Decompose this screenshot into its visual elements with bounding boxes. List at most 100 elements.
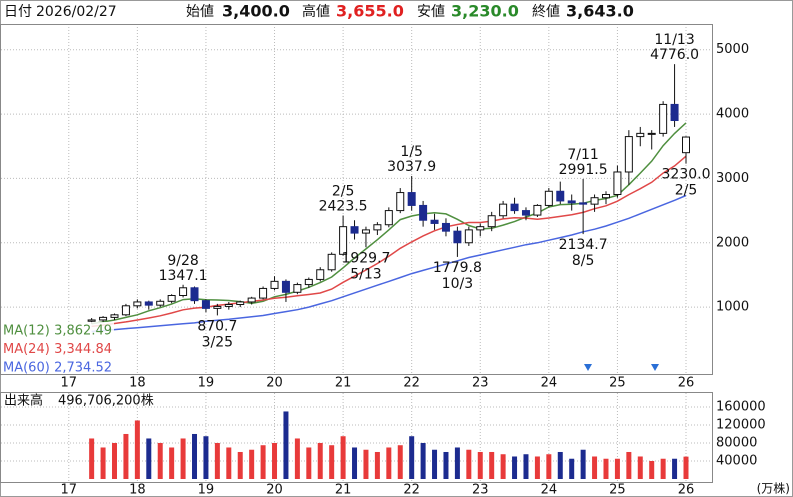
volume-bar <box>546 454 552 479</box>
volume-bar <box>420 442 426 479</box>
x-tick-label: 23 <box>472 376 489 391</box>
volume-unit: (万株) <box>757 481 790 496</box>
candle-body <box>624 136 633 173</box>
volume-bar <box>89 438 95 479</box>
volume-bar <box>500 454 506 479</box>
low-annotation: 1929.7 <box>341 250 390 266</box>
candle-body <box>167 295 176 302</box>
low-annotation: 3230.0 <box>662 167 711 183</box>
candle-body <box>670 103 679 122</box>
volume-bar <box>112 442 117 479</box>
candle-body <box>396 192 405 212</box>
candle-body <box>510 203 519 212</box>
volume-bar <box>134 420 140 479</box>
volume-bar <box>363 449 369 479</box>
low-label: 安値 <box>417 4 445 20</box>
ma-legend-name: MA(24) <box>3 342 50 357</box>
x-tick-label: 22 <box>403 483 420 497</box>
volume-bar <box>614 458 620 479</box>
ma-legend-name: MA(60) <box>3 361 50 376</box>
x-tick-label: 18 <box>129 376 146 391</box>
event-marker <box>584 364 592 371</box>
candle-body <box>647 132 656 135</box>
x-tick-label: 18 <box>129 483 146 497</box>
candle-body <box>121 305 130 316</box>
candle-body <box>430 219 439 224</box>
x-tick-label: 21 <box>335 483 352 497</box>
volume-tick-label: 80000 <box>716 435 757 450</box>
x-tick-label: 24 <box>541 483 558 497</box>
volume-bar <box>557 451 563 479</box>
volume-bar <box>454 447 460 479</box>
volume-bar <box>283 411 289 479</box>
candle-body <box>87 319 96 322</box>
volume-bar <box>603 458 609 479</box>
candle-body <box>419 204 428 221</box>
candle-body <box>133 301 142 307</box>
candle-body <box>156 300 165 306</box>
high-date: 2/5 <box>332 184 355 200</box>
candle-body <box>464 229 473 244</box>
low-annotation: 870.7 <box>197 318 237 334</box>
candle-body <box>384 210 393 226</box>
volume-total: 496,706,200株 <box>58 394 154 409</box>
candle-body <box>259 287 268 299</box>
candle-body <box>350 226 359 234</box>
volume-bar <box>100 447 106 479</box>
volume-tick-label: 120000 <box>716 417 766 432</box>
volume-bar <box>317 442 323 479</box>
volume-bar <box>352 447 358 479</box>
candle-body <box>293 284 302 293</box>
y-tick-label: 1000 <box>716 300 749 315</box>
x-tick-label: 17 <box>61 483 78 497</box>
low-annotation: 1779.8 <box>433 260 482 276</box>
candle-body <box>682 136 690 154</box>
high-annotation: 2991.5 <box>559 162 608 178</box>
volume-bar <box>672 458 678 479</box>
low-date: 5/13 <box>350 266 381 282</box>
low-annotation: 2134.7 <box>559 237 608 253</box>
high-annotation: 1347.1 <box>159 268 208 284</box>
date-label: 日付 <box>4 4 32 20</box>
candle-body <box>213 305 222 309</box>
volume-bar <box>489 451 495 479</box>
candle-body <box>613 171 622 195</box>
high-annotation: 4776.0 <box>650 47 699 63</box>
volume-bar <box>192 433 198 479</box>
high-label: 高値 <box>302 3 330 20</box>
volume-bar <box>592 456 598 479</box>
close-value: 3,643.0 <box>566 2 634 21</box>
high-date: 9/28 <box>167 253 198 269</box>
x-tick-label: 25 <box>609 483 626 497</box>
candle-body <box>407 192 416 206</box>
candle-body <box>327 253 336 271</box>
candle-body <box>521 210 530 216</box>
volume-bar <box>534 456 540 479</box>
x-tick-label: 19 <box>198 376 215 391</box>
volume-bar <box>123 433 129 479</box>
high-date: 11/13 <box>654 32 694 48</box>
volume-bar <box>649 460 655 479</box>
candle-body <box>487 215 496 228</box>
candle-body <box>179 287 188 297</box>
candle-body <box>339 226 348 255</box>
x-tick-label: 24 <box>541 376 558 391</box>
candle-body <box>201 300 210 309</box>
candle-body <box>601 193 610 199</box>
x-tick-label: 26 <box>678 483 695 497</box>
open-value: 3,400.0 <box>222 2 290 21</box>
ma-legend-value: 3,862.49 <box>54 324 112 339</box>
volume-bar <box>180 438 186 479</box>
volume-bar <box>683 456 689 479</box>
high-annotation: 2423.5 <box>319 199 368 215</box>
open-label: 始値 <box>186 4 214 20</box>
candle-body <box>499 203 508 217</box>
volume-bar <box>580 449 586 479</box>
x-tick-label: 25 <box>609 376 626 391</box>
volume-bar <box>512 456 518 479</box>
volume-tick-label: 40000 <box>716 453 757 468</box>
candle-body <box>281 280 290 293</box>
low-date: 10/3 <box>442 276 473 292</box>
candle-body <box>476 226 485 231</box>
volume-bar <box>260 445 266 479</box>
